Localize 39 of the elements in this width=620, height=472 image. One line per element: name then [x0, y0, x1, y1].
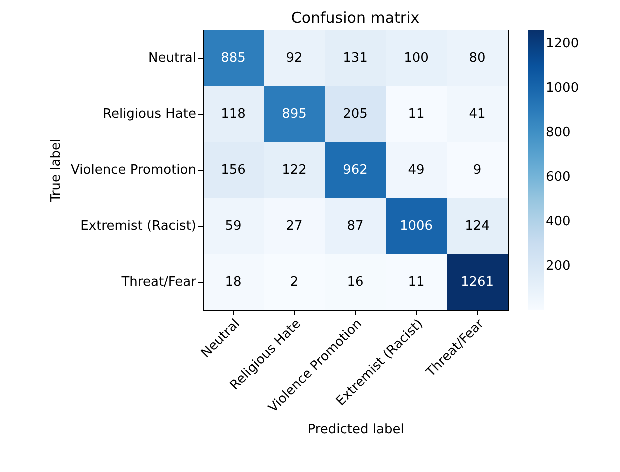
data-label: 1006	[400, 219, 434, 234]
color-bar-label: 400	[546, 214, 571, 230]
y-tick-label: Neutral	[148, 51, 196, 66]
data-label: 118	[221, 107, 246, 122]
data-label: 92	[286, 51, 303, 66]
data-label: 895	[282, 107, 307, 122]
data-label: 885	[221, 51, 246, 66]
data-label: 16	[347, 275, 364, 290]
data-label: 49	[408, 163, 425, 178]
y-tick-label: Religious Hate	[103, 107, 196, 122]
y-axis-title: True label	[49, 138, 64, 204]
data-label: 59	[225, 219, 242, 234]
data-label: 27	[286, 219, 303, 234]
y-tick-label: Violence Promotion	[71, 163, 196, 178]
data-label: 11	[408, 107, 425, 122]
data-label: 11	[408, 275, 425, 290]
color-bar-label: 600	[546, 170, 571, 186]
data-label: 80	[469, 51, 486, 66]
data-label: 41	[469, 107, 486, 122]
data-label: 156	[221, 163, 246, 178]
color-bar-label: 1200	[546, 36, 580, 52]
data-label: 9	[473, 163, 482, 178]
data-label: 2	[290, 275, 299, 290]
data-label: 87	[347, 219, 364, 234]
data-label: 124	[465, 219, 490, 234]
data-label: 131	[343, 51, 368, 66]
y-tick-label: Extremist (Racist)	[80, 219, 196, 234]
color-bar-label: 800	[546, 126, 571, 141]
data-label: 205	[343, 107, 368, 122]
y-tick-label: Threat/Fear	[120, 275, 198, 290]
data-label: 962	[343, 163, 368, 178]
data-label: 100	[404, 51, 429, 66]
color-bar-label: 200	[546, 258, 571, 274]
x-axis-title: Predicted label	[308, 422, 404, 438]
data-label: 122	[282, 163, 307, 178]
data-label: 18	[225, 275, 242, 290]
data-label: 1261	[460, 275, 494, 290]
color-bar-label: 1000	[546, 81, 580, 96]
chart-title: Confusion matrix	[291, 9, 420, 27]
